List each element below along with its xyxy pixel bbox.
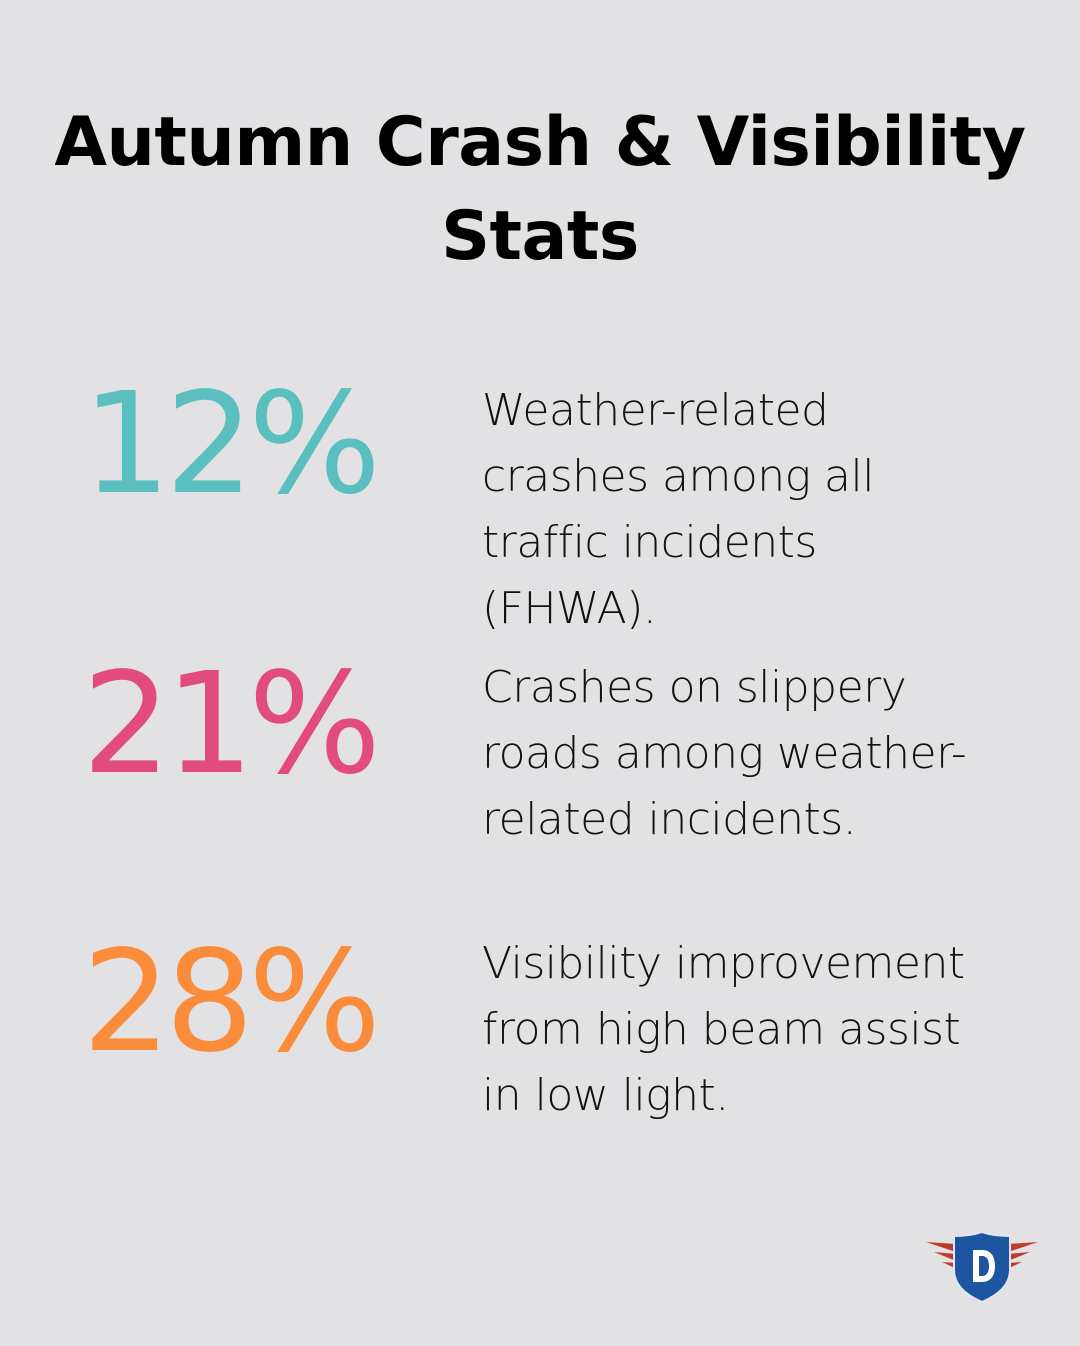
stat-description: Weather-related crashes among all traffi… xyxy=(482,385,874,634)
stat-value: 21% xyxy=(82,643,381,806)
stat-high-beam: 28% Visibility improvement from high bea… xyxy=(0,928,1080,1128)
page-title: Autumn Crash & Visibility Stats xyxy=(54,103,1026,276)
stat-value: 28% xyxy=(82,921,381,1084)
stat-description: Crashes on slippery roads among weather-… xyxy=(482,662,967,845)
stat-value: 12% xyxy=(82,363,381,526)
brand-logo-icon xyxy=(926,1230,1038,1304)
stat-weather-crashes: 12% Weather-related crashes among all tr… xyxy=(0,363,1080,635)
stat-description: Visibility improvement from high beam as… xyxy=(482,938,965,1121)
stat-slippery-roads: 21% Crashes on slippery roads among weat… xyxy=(0,650,1080,850)
